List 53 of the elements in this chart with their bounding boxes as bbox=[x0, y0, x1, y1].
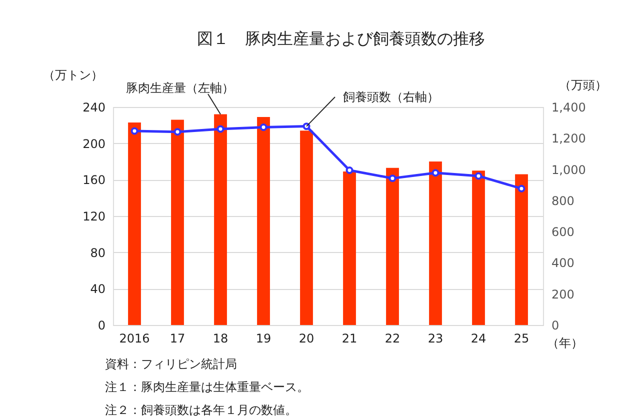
x-axis-title: （年） bbox=[547, 336, 583, 350]
y-tick-label: 40 bbox=[90, 282, 106, 296]
x-tick-label: 20 bbox=[298, 332, 314, 346]
y2-tick-label: 1,000 bbox=[552, 162, 586, 177]
y-tick-label: 80 bbox=[90, 246, 106, 260]
y-tick-label: 200 bbox=[82, 136, 106, 151]
x-tick-label: 17 bbox=[170, 332, 186, 346]
point bbox=[130, 127, 138, 135]
y-tick-label: 0 bbox=[98, 318, 106, 332]
bar bbox=[257, 116, 270, 325]
y2-tick-label: 600 bbox=[552, 225, 574, 240]
point bbox=[474, 172, 482, 180]
bar bbox=[429, 162, 442, 325]
x-tick-label: 23 bbox=[428, 332, 444, 346]
x-tick-label: 24 bbox=[470, 332, 486, 346]
chart-title: 図１ 豚肉生産量および飼養頭数の推移 bbox=[197, 29, 485, 48]
y-axis-title: （万トン） bbox=[43, 68, 103, 82]
text: 注１：豚肉生産量は生体重量ベース。 bbox=[105, 380, 309, 394]
bar bbox=[515, 174, 528, 325]
point bbox=[260, 124, 268, 131]
bar bbox=[386, 168, 399, 325]
bar bbox=[171, 120, 184, 325]
y2-tick-label: 0 bbox=[552, 318, 560, 332]
point bbox=[174, 128, 182, 136]
bar bbox=[128, 122, 141, 325]
series-label: 豚肉生産量（左軸） bbox=[126, 81, 234, 95]
bar bbox=[472, 170, 485, 325]
x-tick-label: 19 bbox=[256, 332, 272, 346]
y-tick-label: 240 bbox=[82, 100, 106, 114]
bar bbox=[343, 171, 356, 325]
point bbox=[346, 166, 354, 174]
point bbox=[216, 125, 224, 133]
bar bbox=[300, 130, 313, 325]
y2-axis-title: （万頭） bbox=[559, 78, 607, 92]
bar bbox=[214, 114, 227, 325]
text: 資料：フィリピン統計局 bbox=[105, 357, 237, 371]
point bbox=[388, 174, 396, 182]
y2-tick-label: 400 bbox=[552, 256, 574, 270]
text: 注２：飼養頭数は各年１月の数値。 bbox=[105, 403, 297, 417]
y-tick-label: 160 bbox=[82, 173, 106, 188]
y2-tick-label: 800 bbox=[552, 194, 574, 208]
point bbox=[432, 169, 440, 177]
point bbox=[518, 184, 526, 192]
y2-tick-label: 1,400 bbox=[552, 100, 586, 114]
y2-tick-label: 200 bbox=[552, 287, 574, 302]
text: 飼養頭数（右軸） bbox=[343, 90, 439, 104]
x-tick-label: 22 bbox=[384, 332, 400, 346]
x-tick-label: 21 bbox=[342, 332, 358, 346]
y2-tick-label: 1,200 bbox=[552, 132, 586, 146]
x-tick-label: 2016 bbox=[119, 332, 150, 346]
x-tick-label: 18 bbox=[212, 332, 228, 346]
x-tick-label: 25 bbox=[514, 332, 530, 346]
y-tick-label: 120 bbox=[82, 210, 106, 224]
